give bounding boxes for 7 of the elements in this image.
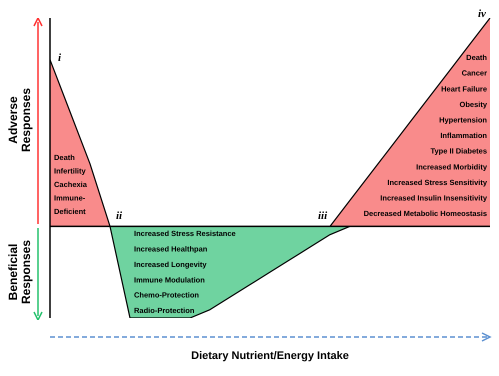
annotation: iv xyxy=(478,8,486,20)
text: Beneficial Responses xyxy=(6,240,33,304)
annotation: ii xyxy=(116,210,124,222)
annotation: iii xyxy=(318,210,328,222)
annotation: i xyxy=(58,52,62,64)
text: Adverse Responses xyxy=(6,88,33,152)
x-axis-title: Dietary Nutrient/Energy Intake xyxy=(191,350,349,362)
